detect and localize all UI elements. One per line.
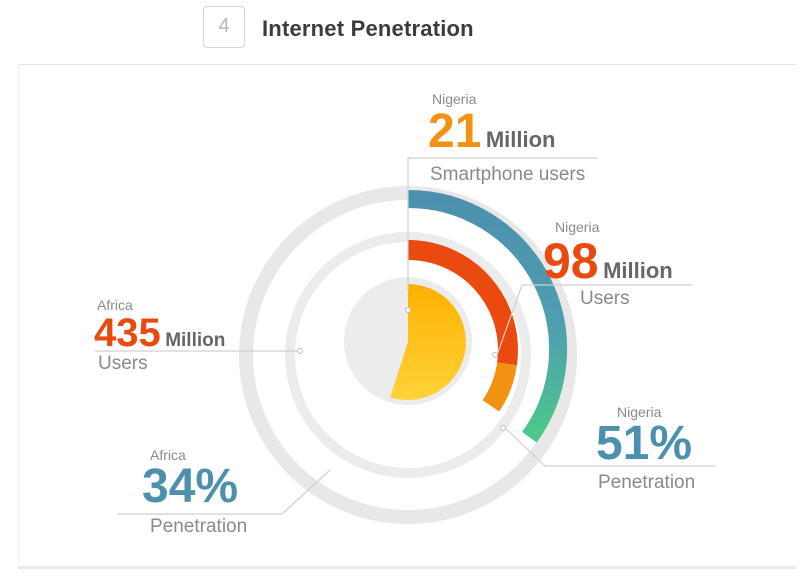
leader-africa-penetration [118,469,331,515]
label-region-africa-penetration: Africa [150,447,186,463]
value-africa-penetration: 34% [142,460,239,513]
leader-dot-nigeria-users [492,352,498,358]
wedge-africa-users [390,284,466,400]
frame-bottom-line [18,566,796,569]
value-nigeria-users: 98 [543,233,599,289]
unit-nigeria-users: Million [603,258,673,283]
caption-nigeria-smartphones: Smartphone users [430,164,586,185]
arc-nigeria-users-tip [482,362,517,412]
label-region-nigeria-smartphones: Nigeria [432,91,477,107]
leader-nigeria-penetration [504,427,716,467]
value-africa-users: 435 [94,311,161,355]
leader-nigeria-users [496,284,692,356]
leader-dot-africa-users [297,348,303,354]
caption-nigeria-users: Users [580,288,630,309]
caption-nigeria-penetration: Penetration [598,472,696,493]
value-africa-users-group: 435 Million [94,313,225,353]
label-region-nigeria-users: Nigeria [555,219,600,235]
label-region-nigeria-penetration: Nigeria [617,404,662,420]
page-title: Internet Penetration [262,16,474,41]
value-nigeria-users-group: 98 Million [543,236,673,286]
unit-africa-users: Million [165,330,226,351]
label-region-africa-users: Africa [97,297,133,313]
leader-dot-nigeria-penetration [500,425,506,431]
value-nigeria-smartphones: 21 [428,105,482,158]
value-nigeria-penetration: 51% [596,417,693,470]
leader-smartphones [407,157,598,291]
caption-africa-users: Users [98,353,148,374]
value-nigeria-smartphones-group: 21 Million [428,108,556,156]
leader-dot-smartphones [405,307,411,313]
arc-nigeria-penetration [407,190,568,443]
frame-top-line [18,64,796,65]
arc-nigeria-users [407,240,518,366]
caption-africa-penetration: Penetration [150,516,248,537]
step-number-badge: 4 [203,6,245,48]
unit-nigeria-smartphones: Million [485,127,556,152]
frame-left-line [18,64,19,564]
